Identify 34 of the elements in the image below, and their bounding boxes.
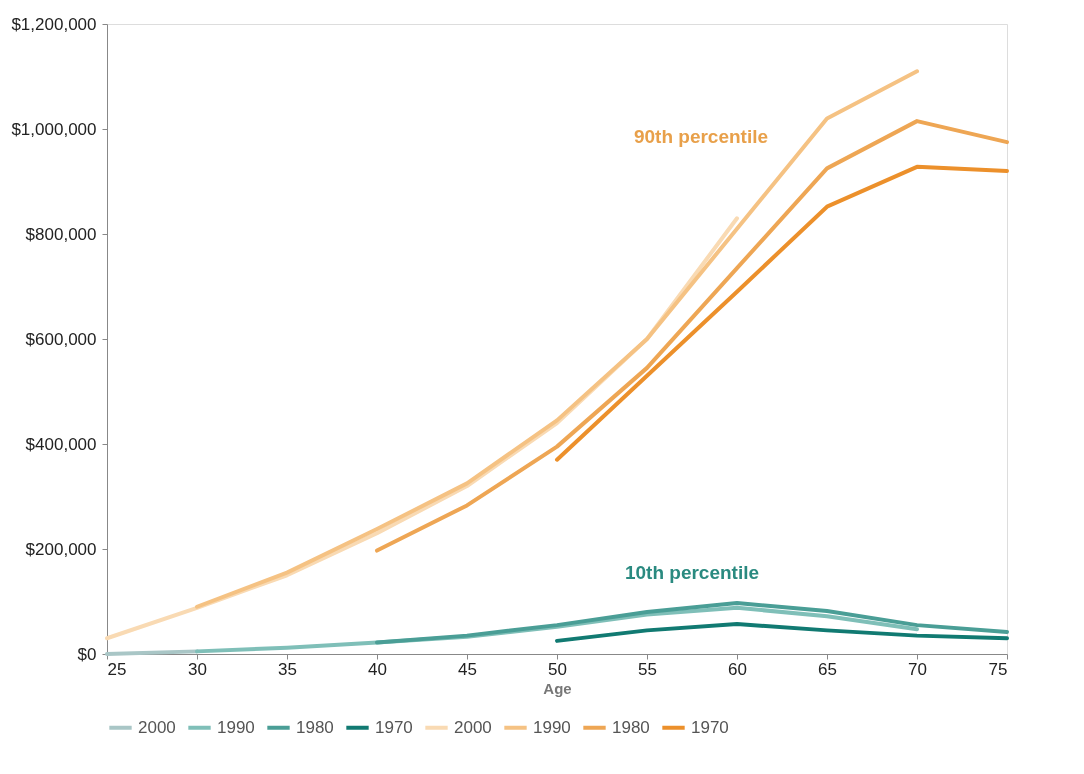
y-tick-label: $600,000 [25,329,97,349]
x-axis-title: Age [543,679,572,697]
x-tick-label: 60 [728,659,747,679]
y-tick-label: $800,000 [25,224,97,244]
legend-label: 1990 [217,717,255,737]
x-tick-label: 50 [548,659,567,679]
x-tick-label: 75 [988,659,1008,679]
x-tick-label: 65 [818,659,837,679]
x-tick-label: 45 [458,659,477,679]
x-tick-label: 30 [188,659,207,679]
legend-label: 1990 [533,717,571,737]
annotation: 90th percentile [633,126,769,147]
x-tick-label: 25 [107,659,127,679]
x-tick-label: 40 [368,659,387,679]
legend-label: 1980 [296,717,334,737]
y-tick-label: $200,000 [25,539,97,559]
legend-label: 1970 [375,717,413,737]
x-tick-label: 55 [638,659,657,679]
legend-label: 1980 [612,717,650,737]
x-tick-label: 35 [278,659,297,679]
line-series [375,119,1009,553]
y-tick-label: $0 [77,644,97,664]
y-tick-label: $1,000,000 [11,119,97,139]
line-series [555,164,1009,462]
line-series [375,601,1009,645]
legend-label: 1970 [691,717,729,737]
line-series [195,69,919,609]
x-tick-label: 70 [908,659,927,679]
legend-label: 2000 [138,717,176,737]
y-tick-label: $400,000 [25,434,97,454]
y-tick-label: $1,200,000 [11,14,97,34]
line-series [555,622,1009,643]
legend-label: 2000 [454,717,492,737]
annotation: 10th percentile [624,562,760,583]
